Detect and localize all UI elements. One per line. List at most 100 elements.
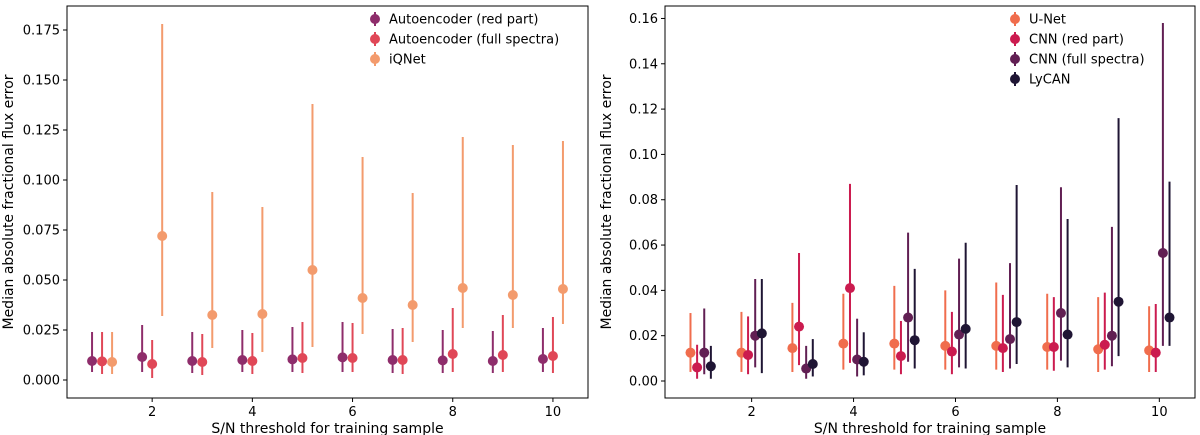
y-tick-label: 0.06 — [629, 239, 658, 254]
data-point — [457, 283, 468, 293]
data-point — [537, 354, 548, 364]
x-tick-label: 6 — [951, 405, 959, 420]
data-point — [157, 231, 168, 241]
series-u-net — [685, 282, 1155, 372]
y-tick-label: 0.00 — [629, 375, 658, 390]
data-point — [397, 355, 408, 365]
x-tick-label: 10 — [545, 405, 562, 420]
data-point — [357, 293, 368, 303]
x-tick-label: 4 — [248, 405, 256, 420]
y-tick-label: 0.050 — [23, 274, 60, 289]
data-point — [838, 338, 849, 349]
x-tick-label: 10 — [1151, 405, 1168, 420]
y-tick-label: 0.02 — [629, 329, 658, 344]
axes-frame — [66, 5, 589, 399]
data-point — [1106, 330, 1117, 341]
x-tick-label: 8 — [449, 405, 457, 420]
data-point — [889, 338, 900, 349]
legend: Autoencoder (red part) Autoencoder (full … — [370, 12, 559, 68]
data-point — [756, 328, 767, 339]
y-tick-label: 0.12 — [629, 103, 658, 118]
data-point — [954, 329, 965, 340]
data-point — [257, 309, 268, 319]
y-tick-label: 0.150 — [23, 74, 60, 89]
data-point — [1157, 247, 1168, 258]
series-autoencoder-full-spectra — [97, 308, 558, 378]
data-point — [247, 356, 258, 366]
data-point — [844, 283, 855, 294]
data-point — [207, 310, 218, 320]
legend-marker — [1010, 74, 1020, 84]
data-point — [287, 354, 298, 365]
data-point — [895, 351, 906, 362]
x-axis-label: S/N threshold for training sample — [211, 421, 443, 435]
data-point — [1055, 308, 1066, 319]
data-point — [487, 356, 498, 366]
y-tick-label: 0.16 — [629, 12, 658, 27]
x-tick-label: 4 — [849, 405, 857, 420]
y-axis-label: Median absolute fractional flux error — [1, 74, 17, 329]
data-point — [387, 355, 398, 365]
legend-marker — [370, 54, 380, 64]
data-point — [960, 323, 971, 334]
data-point — [909, 335, 920, 346]
data-point — [787, 343, 798, 354]
legend-label: Autoencoder (red part) — [389, 13, 539, 28]
series-autoencoder-red-part — [87, 322, 548, 373]
legend-marker — [1010, 14, 1020, 24]
x-tick-label: 2 — [148, 405, 156, 420]
y-tick-label: 0.04 — [629, 284, 658, 299]
legend-label: iQNet — [389, 53, 426, 68]
legend-label: CNN (full spectra) — [1029, 53, 1145, 68]
data-point — [407, 300, 418, 310]
y-axis-label: Median absolute fractional flux error — [599, 74, 615, 329]
legend-marker — [370, 14, 380, 24]
data-point — [137, 352, 148, 362]
data-point — [447, 349, 458, 359]
data-point — [337, 352, 348, 363]
data-point — [807, 359, 818, 370]
data-point — [1011, 317, 1022, 328]
data-point — [940, 340, 951, 351]
data-point — [705, 361, 716, 372]
y-tick-label: 0.10 — [629, 148, 658, 163]
y-tick-label: 0.100 — [23, 174, 60, 189]
data-point — [187, 356, 198, 366]
data-point — [307, 265, 318, 275]
data-point — [692, 362, 703, 373]
data-point — [557, 284, 568, 294]
x-tick-label: 8 — [1053, 405, 1061, 420]
data-point — [685, 347, 696, 358]
data-point — [437, 355, 448, 366]
y-tick-label: 0.14 — [629, 57, 658, 72]
data-point — [547, 351, 558, 361]
axes-frame — [664, 5, 1196, 399]
data-point — [347, 353, 358, 363]
data-point — [1005, 334, 1016, 345]
series-iqnet — [107, 24, 568, 374]
legend-marker — [1010, 34, 1020, 44]
legend-marker — [370, 34, 380, 44]
data-point — [1048, 342, 1059, 353]
right-panel: 2 4 6 8 10 0.00 0.02 0.04 0.06 0.08 0.10 0.12 0.14 0.… — [599, 5, 1196, 435]
data-point — [946, 346, 957, 357]
data-point — [699, 347, 710, 358]
y-tick-label: 0.125 — [23, 124, 60, 139]
data-point — [107, 357, 118, 367]
y-tick-label: 0.175 — [23, 24, 60, 39]
data-point — [1164, 312, 1175, 323]
x-tick-label: 6 — [348, 405, 356, 420]
data-point — [97, 356, 108, 367]
x-tick-label: 2 — [747, 405, 755, 420]
series-cnn-red-part — [692, 183, 1161, 379]
legend-label: CNN (red part) — [1029, 33, 1124, 48]
data-point — [1062, 329, 1073, 340]
data-point — [903, 312, 914, 323]
y-tick-label: 0.025 — [23, 324, 60, 339]
data-point — [1113, 296, 1124, 307]
data-point — [794, 321, 805, 332]
data-point — [1099, 339, 1110, 350]
legend-label: U-Net — [1029, 13, 1066, 28]
data-point — [197, 357, 208, 367]
